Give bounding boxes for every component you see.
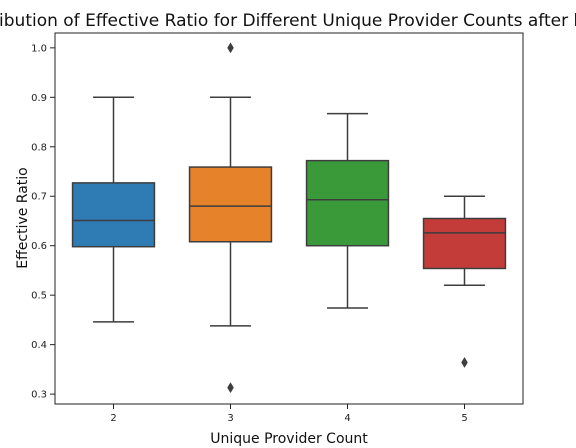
y-tick-label: 0.4	[31, 340, 47, 351]
y-tick-label: 0.3	[31, 390, 47, 401]
chart-title: Distribution of Effective Ratio for Diff…	[0, 11, 576, 31]
outlier-point	[227, 42, 234, 54]
x-tick-label: 2	[110, 413, 116, 424]
y-tick-label: 1.0	[31, 43, 47, 54]
y-tick-label: 0.8	[31, 142, 47, 153]
box-group-3	[188, 42, 273, 394]
y-tick-label: 0.5	[31, 291, 47, 302]
y-tick-label: 0.9	[31, 93, 47, 104]
iqr-box	[71, 182, 156, 248]
x-tick-label: 3	[227, 413, 233, 424]
iqr-box	[305, 159, 390, 247]
x-axis-label: Unique Provider Count	[210, 431, 368, 447]
iqr-box	[188, 166, 273, 243]
y-tick-label: 0.6	[31, 241, 47, 252]
outlier-point	[227, 382, 234, 394]
x-tick-label: 4	[344, 413, 350, 424]
box-group-5	[422, 195, 507, 368]
box-group-4	[305, 112, 390, 309]
y-axis-label: Effective Ratio	[15, 167, 31, 268]
outlier-point	[461, 356, 468, 368]
box-group-2	[71, 96, 156, 323]
plot-area-frame	[54, 32, 524, 405]
x-tick-label: 5	[461, 413, 467, 424]
iqr-box	[422, 217, 507, 270]
y-tick-label: 0.7	[31, 192, 47, 203]
chart-marks: 0.3 0.4 0.5 0.6 0.7 0.8 0.9 1.0 2 3 4 5	[31, 42, 507, 424]
